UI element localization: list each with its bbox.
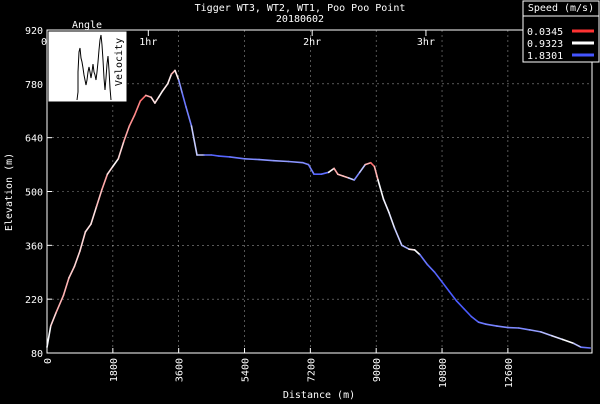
inset-title: Angle	[72, 20, 102, 31]
inset-ylabel: Velocity	[114, 38, 125, 86]
y-tick-label: 80	[31, 349, 43, 360]
y-tick-label: 920	[25, 26, 43, 37]
legend-entry-label: 0.9323	[527, 39, 563, 50]
time-marker-label: 2hr	[303, 37, 321, 48]
elevation-segment	[212, 155, 219, 156]
y-tick-label: 220	[25, 295, 43, 306]
chart-subtitle: 20180602	[276, 14, 324, 25]
elevation-segment	[259, 160, 274, 161]
elevation-segment	[409, 249, 415, 250]
x-axis-label: Distance (m)	[283, 390, 355, 400]
y-axis-label: Elevation (m)	[4, 153, 15, 231]
x-tick-label: 9000	[372, 358, 383, 382]
elevation-segment	[274, 161, 289, 162]
x-tick-label: 12600	[504, 358, 515, 388]
x-tick-label: 7200	[306, 358, 317, 382]
legend-entry-label: 1.8301	[527, 51, 563, 62]
y-tick-label: 500	[25, 188, 43, 199]
elevation-segment	[581, 347, 590, 348]
elevation-segment	[219, 156, 230, 157]
chart-title: Tigger WT3, WT2, WT1, Poo Poo Point	[195, 3, 406, 14]
y-tick-label: 640	[25, 134, 43, 145]
legend-title: Speed (m/s)	[528, 3, 594, 14]
time-marker-label: 3hr	[417, 37, 435, 48]
x-tick-label: 1800	[109, 358, 120, 382]
inset-plot: Angle Velocity	[48, 20, 127, 102]
x-tick-label: 0	[43, 358, 54, 364]
time-marker-label: 1hr	[139, 37, 157, 48]
elevation-segment	[245, 159, 260, 160]
x-tick-label: 10800	[438, 358, 449, 388]
x-tick-label: 3600	[175, 358, 186, 382]
y-tick-label: 780	[25, 80, 43, 91]
legend-entry-label: 0.0345	[527, 27, 563, 38]
x-tick-label: 5400	[241, 358, 252, 382]
y-tick-label: 360	[25, 241, 43, 252]
